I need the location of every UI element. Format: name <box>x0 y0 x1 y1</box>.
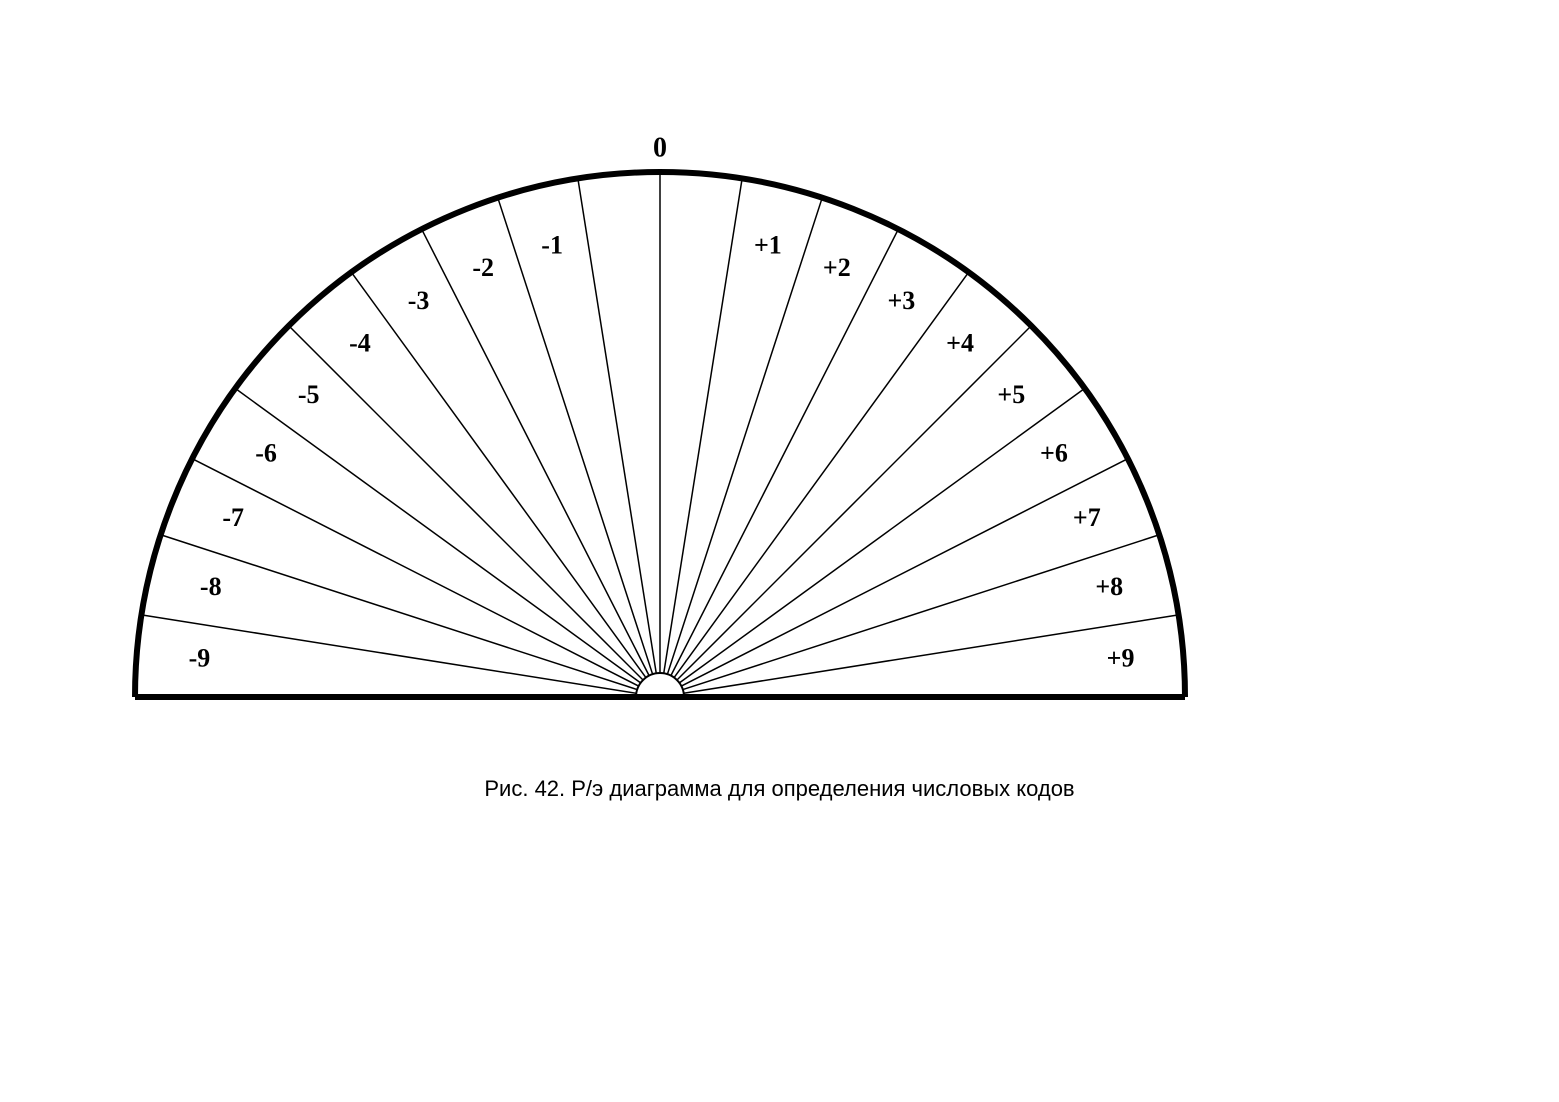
segment-label: +6 <box>1040 439 1068 468</box>
fan-diagram: -9 -8 -7 -6 -5 -4 -3 -2 -1 +1 +2 +3 +4 +5 +6 +7 +8 +9 0 <box>0 0 1559 1102</box>
ray <box>671 229 898 675</box>
segment-label: +2 <box>823 253 851 282</box>
segment-label: +9 <box>1107 644 1135 673</box>
ray <box>681 459 1127 686</box>
top-label: 0 <box>653 132 667 163</box>
segment-label: +5 <box>997 380 1025 409</box>
segment-label: +8 <box>1095 572 1123 601</box>
segment-label: +1 <box>754 231 782 260</box>
center-dot <box>657 694 663 700</box>
caption-text: Рис. 42. Р/э диаграмма для определения ч… <box>484 776 1074 801</box>
segment-label: +4 <box>946 329 974 358</box>
segment-label: -6 <box>255 439 277 468</box>
segment-label: -3 <box>408 286 430 315</box>
segment-label: -9 <box>189 644 211 673</box>
hub-arc <box>636 673 684 697</box>
segment-label: -2 <box>472 253 494 282</box>
segment-label: -1 <box>541 231 563 260</box>
segment-label: -5 <box>298 380 320 409</box>
figure-caption: Рис. 42. Р/э диаграмма для определения ч… <box>0 776 1559 802</box>
segment-label: +3 <box>887 286 915 315</box>
ray <box>667 198 822 674</box>
segment-label: -7 <box>222 503 244 532</box>
ray <box>422 229 649 675</box>
ray <box>683 535 1159 690</box>
page: -9 -8 -7 -6 -5 -4 -3 -2 -1 +1 +2 +3 +4 +5 +6 +7 +8 +9 0 Ри… <box>0 0 1559 1102</box>
ray <box>289 326 643 680</box>
segment-label: -4 <box>349 329 371 358</box>
ray <box>498 198 653 674</box>
segment-label: +7 <box>1073 503 1101 532</box>
ray <box>161 535 637 690</box>
segment-label: -8 <box>200 572 222 601</box>
ray <box>677 326 1031 680</box>
ray <box>192 459 638 686</box>
